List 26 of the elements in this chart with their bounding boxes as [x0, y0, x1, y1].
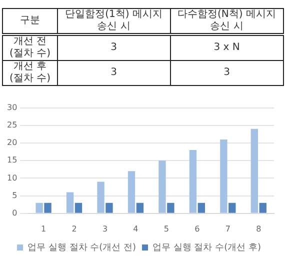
x-tick-label: 4	[133, 224, 138, 234]
text: 3 x N	[170, 34, 284, 60]
category-label: 단일함정(1척) 메시지 송신 시	[58, 8, 170, 34]
x-tick-label: 8	[256, 224, 262, 234]
text: 3	[58, 60, 170, 86]
text: 개선 후 (절차 수)	[2, 60, 58, 86]
x-tick-label: 5	[164, 224, 169, 234]
y-tick-label: 10	[6, 173, 18, 182]
legend-label: 업무 실행 절차 수(개선 후)	[152, 242, 261, 253]
y-tick-label: 30	[6, 102, 18, 112]
text: 3	[58, 34, 170, 60]
y-tick-label: 20	[6, 138, 18, 148]
x-tick-label: 3	[102, 224, 108, 234]
x-tick-label: 7	[225, 224, 230, 234]
y-tick-label: 25	[6, 120, 18, 130]
y-tick-label: 5	[12, 190, 18, 200]
x-tick-label: 6	[194, 224, 200, 234]
text: 개선 전 (절차 수)	[2, 34, 58, 60]
text: 3	[170, 60, 284, 86]
legend-label: 업무 실행 절차 수(개선 전)	[28, 242, 136, 253]
y-tick-label: 15	[6, 156, 18, 165]
x-tick-label: 2	[72, 224, 77, 234]
category-label: 다수함정(N척) 메시지 송신 시	[170, 8, 284, 34]
x-tick-label: 1	[40, 224, 46, 234]
y-tick-label: 0	[12, 208, 18, 218]
category-label: 구분	[2, 8, 58, 34]
